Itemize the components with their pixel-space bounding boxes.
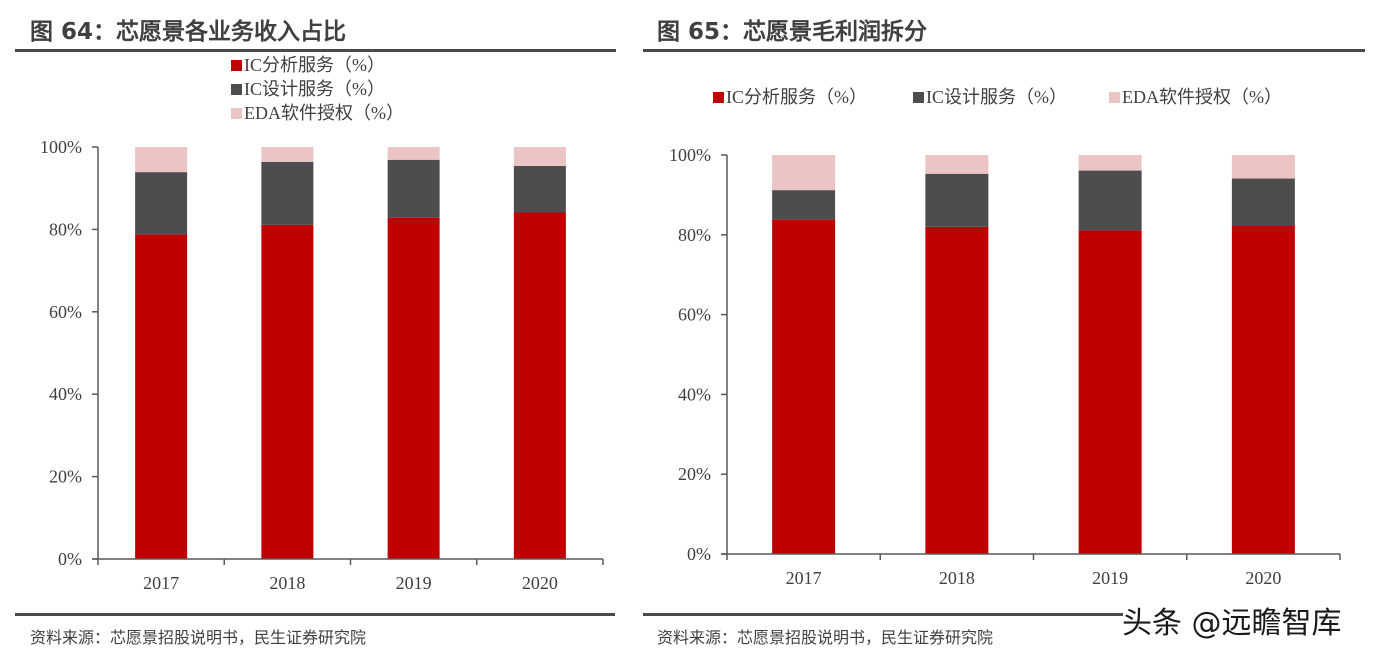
right-legend-swatch-1	[913, 92, 924, 103]
left-bar-2017-series-1	[135, 172, 188, 235]
left-bar-2020-series-1	[513, 165, 566, 213]
right-legend-swatch-2	[1109, 92, 1120, 103]
right-bar-2020-series-1	[1231, 178, 1295, 227]
right-y-tick-label: 0%	[687, 544, 711, 564]
right-y-tick-label: 60%	[678, 305, 711, 325]
left-legend-label-0: IC分析服务（%）	[244, 55, 385, 75]
right-figure-title: 图 65：芯愿景毛利润拆分	[657, 19, 928, 45]
left-bar-2020-series-0	[513, 212, 566, 559]
right-y-tick-label: 40%	[678, 384, 711, 404]
left-bar-2020-series-2	[513, 147, 566, 166]
right-source-note: 资料来源：芯愿景招股说明书，民生证券研究院	[657, 628, 994, 647]
right-x-tick-label: 2017	[786, 568, 822, 588]
right-x-tick-label: 2019	[1092, 568, 1128, 588]
left-legend-swatch-2	[231, 108, 242, 119]
right-bar-2020-series-0	[1231, 226, 1295, 554]
left-legend-label-1: IC设计服务（%）	[244, 79, 385, 99]
right-bar-2017-series-1	[772, 190, 836, 220]
left-y-tick-label: 60%	[49, 302, 82, 322]
left-chart: 2017 2018 2019 2020 0% 20% 40% 60% 80% 100% IC分析服务…	[40, 55, 604, 593]
left-y-tick-label: 20%	[49, 467, 82, 487]
right-x-tick-label: 2018	[939, 568, 975, 588]
left-x-tick-label: 2018	[269, 573, 305, 593]
left-y-tick-label: 0%	[58, 549, 82, 569]
left-bar-2019-series-2	[387, 147, 440, 160]
right-y-tick-label: 100%	[669, 145, 711, 165]
left-footer-rule	[15, 613, 615, 616]
left-title-rule	[15, 49, 616, 52]
right-legend-label-2: EDA软件授权（%）	[1122, 87, 1282, 107]
left-x-tick-label: 2017	[143, 573, 179, 593]
right-bar-2018-series-0	[925, 226, 989, 554]
left-legend-swatch-0	[231, 60, 242, 71]
left-y-tick-label: 80%	[49, 219, 82, 239]
right-legend: IC分析服务（%） IC设计服务（%） EDA软件授权（%）	[713, 87, 1282, 107]
right-y-tick-label: 20%	[678, 464, 711, 484]
left-y-tick-label: 40%	[49, 384, 82, 404]
left-x-tick-label: 2019	[396, 573, 432, 593]
left-bar-2017-series-0	[135, 234, 188, 559]
right-title-rule	[643, 49, 1365, 52]
left-source-note: 资料来源：芯愿景招股说明书，民生证券研究院	[30, 628, 367, 647]
right-bar-2019-series-0	[1078, 230, 1142, 554]
left-bar-2018-series-2	[261, 147, 314, 162]
right-bar-2017-series-2	[772, 155, 836, 191]
left-x-tick-label: 2020	[522, 573, 558, 593]
right-bar-2018-series-2	[925, 155, 989, 174]
left-bar-2019-series-0	[387, 217, 440, 559]
right-y-tick-label: 80%	[678, 225, 711, 245]
right-bar-2018-series-1	[925, 173, 989, 227]
left-y-tick-label: 100%	[40, 137, 82, 157]
right-legend-label-1: IC设计服务（%）	[926, 87, 1067, 107]
left-legend-swatch-1	[231, 84, 242, 95]
left-legend-label-2: EDA软件授权（%）	[244, 103, 404, 123]
right-chart: 2017 2018 2019 2020 0% 20% 40% 60% 80% 100% IC分析服务…	[669, 87, 1341, 588]
watermark: 头条 @远瞻智库	[1122, 606, 1342, 641]
right-bar-2017-series-0	[772, 219, 836, 554]
right-x-tick-label: 2020	[1245, 568, 1281, 588]
left-bar-2018-series-0	[261, 224, 314, 560]
right-legend-swatch-0	[713, 92, 724, 103]
left-bar-2019-series-1	[387, 159, 440, 218]
right-legend-label-0: IC分析服务（%）	[726, 87, 867, 107]
right-footer-rule	[643, 613, 1123, 616]
right-bar-2019-series-1	[1078, 170, 1142, 231]
left-bar-2017-series-2	[135, 147, 188, 173]
left-legend: IC分析服务（%） IC设计服务（%） EDA软件授权（%）	[231, 55, 404, 123]
right-bar-2019-series-2	[1078, 155, 1142, 171]
left-figure-title: 图 64：芯愿景各业务收入占比	[30, 19, 347, 45]
right-bar-2020-series-2	[1231, 155, 1295, 179]
left-bar-2018-series-1	[261, 161, 314, 225]
